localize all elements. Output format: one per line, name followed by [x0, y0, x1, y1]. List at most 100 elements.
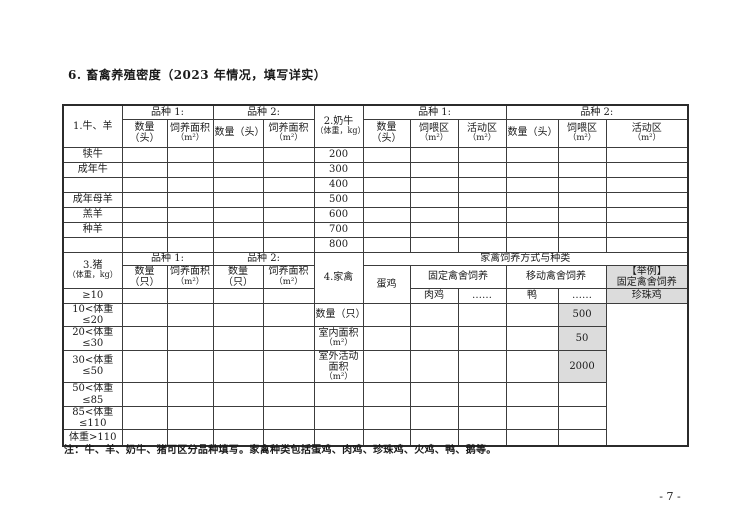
dairy-breed2-header: 品种 2: [505, 104, 689, 120]
empty-cell [166, 176, 214, 193]
empty-cell [457, 429, 507, 447]
empty-cell [457, 349, 507, 384]
pig-row-30-50: 30<体重 ≤50 室外活动 面积 （m²） 2000 [62, 349, 688, 384]
activity-zone-label: 活动区 [631, 122, 662, 134]
example-outdoor-value: 2000 [557, 349, 607, 384]
qty-unit: （只） [223, 276, 254, 288]
empty-cell [557, 221, 607, 238]
weight-range-line1: 10<体重 [72, 303, 114, 315]
dairy-weight-value: 300 [313, 161, 364, 178]
empty-cell [166, 206, 214, 223]
pig-row-gte10: ≥10 肉鸡 …… 鸭 …… 珍珠鸡 [62, 287, 689, 304]
empty-cell [212, 405, 264, 431]
cattle-row-calf: 犊牛 200 [62, 146, 689, 163]
empty-cell [605, 206, 689, 223]
weight-range-line1: 85<体重 [72, 406, 114, 418]
dairy-b1-feed-header: 饲喂区 （m²） [409, 118, 459, 148]
empty-cell [409, 176, 459, 193]
empty-cell [409, 161, 459, 178]
empty-cell [409, 405, 459, 431]
indoor-area-line1: 室内面积 [318, 328, 359, 340]
empty-cell [362, 191, 411, 208]
empty-cell [457, 221, 507, 238]
empty-cell [505, 206, 559, 223]
qty-unit: （只） [129, 276, 160, 288]
weight-range-line2: ≤85 [82, 394, 104, 406]
qty-label: 数量 [228, 265, 249, 277]
area-unit: （m²） [175, 276, 205, 287]
empty-cell [505, 429, 559, 447]
activity-zone-unit: （m²） [467, 132, 497, 143]
feed-zone-label: 饲喂区 [567, 122, 598, 134]
empty-cell [362, 206, 411, 223]
empty-cell [121, 236, 168, 253]
empty-cell [166, 429, 214, 447]
poultry-fixed-house-header: 固定禽舍饲养 [409, 264, 507, 289]
outdoor-area-line1: 室外活动 [318, 350, 359, 362]
cattle-section-label: 1.牛、羊 [62, 104, 123, 148]
empty-cell [505, 161, 559, 178]
empty-cell [409, 326, 459, 351]
empty-cell [557, 382, 607, 407]
empty-cell [605, 161, 689, 178]
empty-cell [212, 287, 264, 304]
example-qty-value: 500 [557, 302, 607, 328]
cattle-row-lamb: 羔羊 600 [62, 206, 689, 223]
empty-cell [262, 161, 315, 178]
dairy-label-line2: （体重，kg） [315, 126, 364, 136]
area-label: 饲养面积 [268, 266, 309, 278]
weight-range-line2: ≤30 [82, 338, 104, 350]
empty-cell [557, 146, 607, 163]
cattle-header-row-2: 数量 （头） 饲养面积 （m²） 数量（头） 饲养面积 （m²） 数量 （头） … [63, 118, 689, 148]
cattle-row-label [62, 176, 123, 193]
empty-cell [166, 405, 214, 431]
empty-cell [362, 236, 411, 253]
empty-cell [505, 176, 559, 193]
empty-cell [557, 206, 607, 223]
empty-cell [557, 236, 607, 253]
pig-b2-area-header: 饲养面积 （m²） [262, 264, 315, 289]
weight-range-line2: ≤110 [79, 417, 107, 429]
empty-cell [409, 236, 459, 253]
pig-b2-qty-header: 数量 （只） [212, 264, 264, 289]
empty-cell [505, 302, 559, 328]
cattle-b1-area-header: 饲养面积 （m²） [166, 118, 214, 148]
empty-cell [166, 302, 214, 328]
cattle-row-label: 犊牛 [62, 146, 123, 163]
poultry-outdoor-area-row-label: 室外活动 面积 （m²） [313, 349, 364, 384]
poultry-guinea-fowl-header: 珍珠鸡 [605, 287, 689, 304]
dairy-b2-activity-header: 活动区 （m²） [605, 118, 689, 148]
pig-row-gt110: 体重>110 [62, 429, 688, 447]
feed-zone-unit: （m²） [567, 132, 597, 143]
empty-cell [362, 146, 411, 163]
pig-b1-qty-header: 数量 （只） [121, 264, 168, 289]
pig-breed2-header: 品种 2: [212, 251, 315, 266]
empty-cell [166, 161, 214, 178]
weight-range-line2: ≤20 [82, 315, 104, 327]
empty-cell [409, 221, 459, 238]
pig-row-10-20: 10<体重 ≤20 数量（只） 500 [62, 302, 688, 328]
empty-cell [166, 236, 214, 253]
empty-cell [121, 221, 168, 238]
cattle-row-label [62, 236, 123, 253]
weight-range-line1: 30<体重 [72, 355, 114, 367]
livestock-density-table: 1.牛、羊 品种 1: 品种 2: 2.奶牛 （体重，kg） 品种 1: 品种 … [62, 104, 690, 447]
pig-breed1-header: 品种 1: [121, 251, 214, 266]
pig-weight-label: ≥10 [62, 287, 123, 304]
empty-cell [362, 405, 411, 431]
empty-cell [121, 302, 168, 328]
empty-cell [409, 206, 459, 223]
pig-weight-label: 20<体重 ≤30 [62, 326, 123, 351]
poultry-duck-header: 鸭 [505, 287, 559, 304]
table-footnote: 注：牛、羊、奶牛、猪可区分品种填写。家禽种类包括蛋鸡、肉鸡、珍珠鸡、火鸡、鸭、鹅… [64, 445, 497, 456]
empty-cell [457, 382, 507, 407]
outdoor-area-line2: 面积 [328, 361, 349, 373]
empty-cell [262, 176, 315, 193]
empty-cell [557, 405, 607, 431]
empty-cell [505, 191, 559, 208]
area-unit: （m²） [274, 132, 303, 143]
empty-cell [409, 382, 459, 407]
example-indoor-value: 50 [557, 326, 607, 351]
empty-cell [166, 191, 214, 208]
empty-cell [362, 221, 411, 238]
